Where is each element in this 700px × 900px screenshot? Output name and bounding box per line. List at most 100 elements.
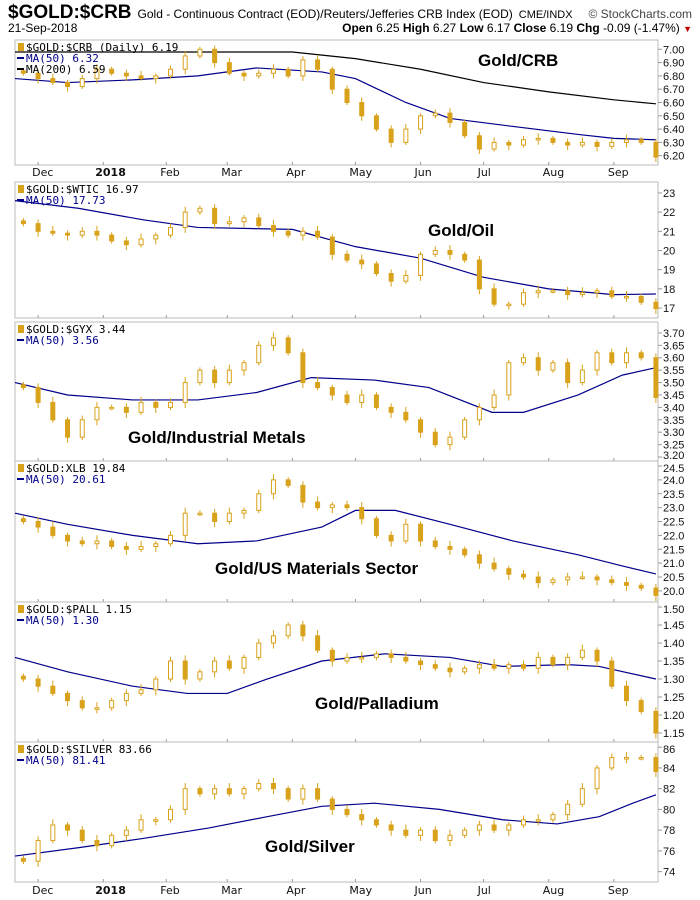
candle xyxy=(462,251,468,263)
x-axis-label: Apr xyxy=(286,166,306,179)
y-tick-label: 3.60 xyxy=(663,353,684,365)
candle xyxy=(388,531,394,547)
candle xyxy=(109,232,115,244)
y-tick-label: 1.50 xyxy=(663,604,684,616)
candle xyxy=(506,822,512,836)
chart-description: Gold - Continuous Contract (EOD)/Reuters… xyxy=(137,7,513,21)
candle xyxy=(20,515,26,525)
ohlc-summary: Open 6.25 High 6.27 Low 6.17 Close 6.19 … xyxy=(342,21,692,35)
candle xyxy=(359,808,365,826)
candle xyxy=(638,349,644,361)
candle xyxy=(418,658,424,671)
candle xyxy=(226,216,232,227)
candle xyxy=(462,417,468,440)
x-axis-label: May xyxy=(349,884,372,897)
x-axis-label: Jul xyxy=(477,884,491,897)
y-tick-label: 3.35 xyxy=(663,415,684,427)
panel-3: 3.703.653.603.553.503.453.403.353.303.25… xyxy=(14,321,684,462)
candle xyxy=(609,348,615,366)
stockcharts-logo[interactable]: © StockCharts.com xyxy=(588,7,692,21)
candle xyxy=(94,401,100,426)
candle xyxy=(418,417,424,438)
y-tick-label: 3.30 xyxy=(663,427,684,439)
panel-6: 86 84 82 80 78 76 74 $GOLD:$SILVER 83.66MA(50) … xyxy=(14,741,675,883)
candle xyxy=(550,576,556,586)
legend-entry: $GOLD:$GYX 3.44 xyxy=(26,323,126,336)
candle xyxy=(535,285,541,299)
candle xyxy=(167,805,173,823)
candle xyxy=(623,134,629,148)
candle xyxy=(388,403,394,418)
candle xyxy=(535,814,541,826)
legend-entry: $GOLD:$WTIC 16.97 xyxy=(26,183,139,196)
candle xyxy=(212,204,218,230)
candle xyxy=(550,811,556,823)
legend-entry: MA(50) 3.56 xyxy=(26,334,99,347)
panel-title: Gold/Palladium xyxy=(315,694,439,713)
candle xyxy=(491,389,497,411)
candle xyxy=(50,396,56,423)
x-axis-label: Mar xyxy=(221,166,242,179)
x-axis-label: Aug xyxy=(543,884,564,897)
candle-legend-icon xyxy=(18,43,24,51)
legend-entry: $GOLD:XLB 19.84 xyxy=(26,462,126,475)
candle xyxy=(609,138,615,149)
x-axis-label: Aug xyxy=(543,166,564,179)
candle xyxy=(153,232,159,245)
candle xyxy=(109,538,115,550)
candle-legend-icon xyxy=(18,464,24,472)
candle xyxy=(638,137,644,145)
candle xyxy=(506,661,512,674)
y-tick-label: 1.30 xyxy=(663,674,684,686)
candle xyxy=(653,353,659,404)
candle xyxy=(521,353,527,366)
candle xyxy=(300,56,306,81)
candle xyxy=(491,557,497,572)
candle xyxy=(462,546,468,558)
candle xyxy=(167,531,173,547)
candle xyxy=(35,69,41,84)
candle xyxy=(153,73,159,84)
y-tick-label: 3.25 xyxy=(663,440,684,452)
y-tick-label: 24.5 xyxy=(663,463,684,475)
candle xyxy=(432,825,438,844)
candle xyxy=(138,233,144,248)
y-tick-label: 17 xyxy=(663,303,675,315)
candle xyxy=(285,785,291,802)
panel-frame xyxy=(14,321,659,462)
candle xyxy=(432,109,438,119)
candle xyxy=(241,215,247,228)
candle xyxy=(476,550,482,569)
candle xyxy=(653,753,659,778)
candle xyxy=(153,540,159,553)
candle xyxy=(579,137,585,148)
y-tick-label: 6.30 xyxy=(663,137,684,149)
candle xyxy=(65,80,71,92)
y-tick-label: 1.45 xyxy=(663,620,684,632)
candle xyxy=(226,783,232,797)
candle xyxy=(579,644,585,661)
candle xyxy=(123,236,129,251)
high-label: High xyxy=(402,21,430,35)
chart-date: 21-Sep-2018 xyxy=(8,21,78,35)
candle xyxy=(94,535,100,550)
candle xyxy=(270,332,276,351)
candle xyxy=(197,510,203,517)
x-axis-label: Dec xyxy=(32,166,53,179)
candle xyxy=(565,653,571,671)
candle xyxy=(388,820,394,836)
candle xyxy=(50,73,56,86)
candle xyxy=(270,777,276,795)
candle xyxy=(462,665,468,675)
y-tick-label: 20 xyxy=(663,245,675,257)
candle xyxy=(197,669,203,682)
candle xyxy=(123,69,129,81)
candle xyxy=(167,65,173,79)
panel-title: Gold/US Materials Sector xyxy=(215,559,418,578)
candle xyxy=(373,113,379,132)
candle xyxy=(300,227,306,241)
x-axis-label: May xyxy=(349,166,372,179)
candle xyxy=(315,54,321,72)
y-tick-label: 1.20 xyxy=(663,710,684,722)
candle xyxy=(550,135,556,145)
